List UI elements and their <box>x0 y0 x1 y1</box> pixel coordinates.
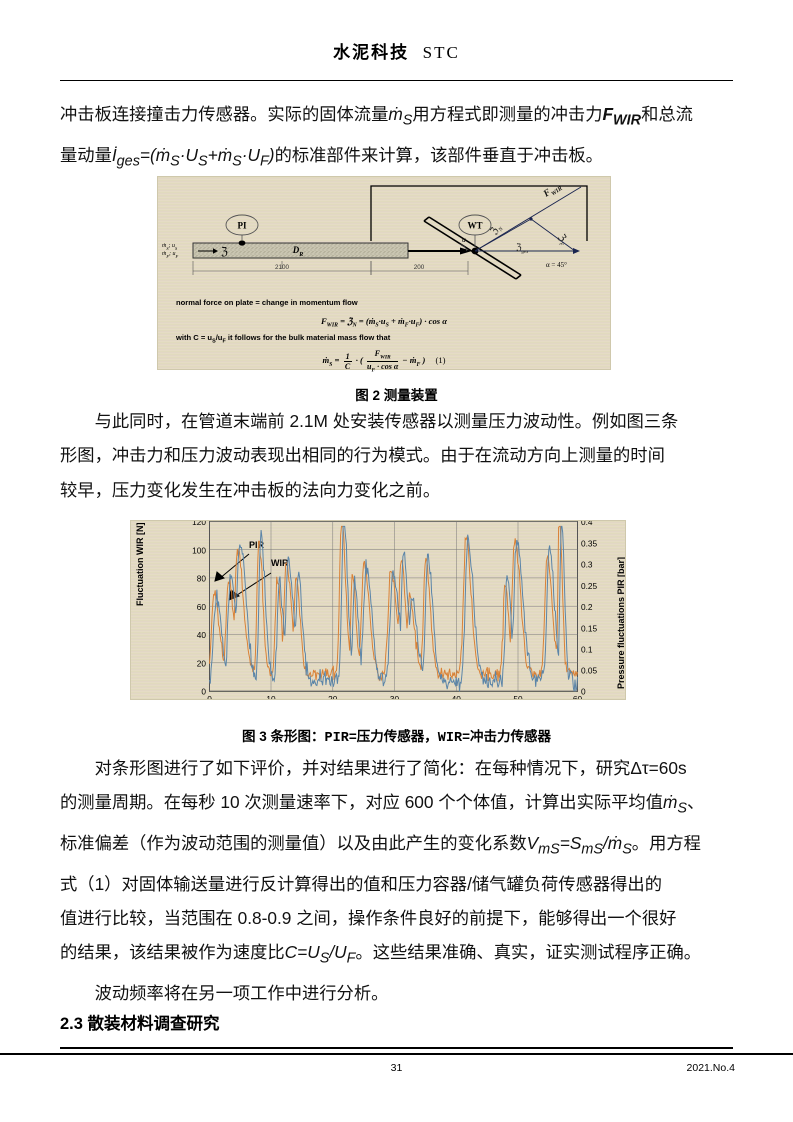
svg-text:0.15: 0.15 <box>581 623 598 633</box>
svg-text:40: 40 <box>452 694 462 699</box>
svg-text:100: 100 <box>192 545 206 555</box>
svg-text:PI: PI <box>238 221 247 231</box>
svg-text:20: 20 <box>328 694 338 699</box>
svg-text:FWIR: FWIR <box>541 181 563 202</box>
svg-text:10: 10 <box>266 694 276 699</box>
svg-text:120: 120 <box>192 521 206 527</box>
svg-text:Fluctuation WIR [N]: Fluctuation WIR [N] <box>135 523 145 606</box>
svg-text:0.4: 0.4 <box>581 521 593 527</box>
svg-text:ṁS; uS: ṁS; uS <box>162 243 178 251</box>
svg-text:α: α <box>462 237 466 244</box>
svg-text:α = 45°: α = 45° <box>546 261 567 269</box>
svg-text:0.1: 0.1 <box>581 645 593 655</box>
svg-text:2100: 2100 <box>275 264 290 271</box>
svg-text:20: 20 <box>197 659 207 669</box>
svg-text:40: 40 <box>197 630 207 640</box>
svg-text:80: 80 <box>197 574 207 584</box>
svg-text:60: 60 <box>197 602 207 612</box>
svg-text:0.05: 0.05 <box>581 666 598 676</box>
svg-text:200: 200 <box>414 264 425 271</box>
svg-text:WT: WT <box>467 221 482 231</box>
svg-text:0: 0 <box>201 687 206 697</box>
svg-text:0.35: 0.35 <box>581 539 598 549</box>
svg-text:60: 60 <box>573 694 583 699</box>
svg-text:50: 50 <box>513 694 523 699</box>
svg-text:Pressure fluctuations PIR [bar: Pressure fluctuations PIR [bar] <box>616 557 625 689</box>
svg-text:ℨges: ℨges <box>516 242 528 255</box>
svg-text:0.25: 0.25 <box>581 581 598 591</box>
svg-text:ℨ: ℨ <box>221 246 228 258</box>
svg-text:0.2: 0.2 <box>581 602 593 612</box>
svg-text:0: 0 <box>207 694 212 699</box>
svg-text:ṁF; uF: ṁF; uF <box>162 251 178 259</box>
svg-text:30: 30 <box>390 694 400 699</box>
svg-text:0.3: 0.3 <box>581 560 593 570</box>
